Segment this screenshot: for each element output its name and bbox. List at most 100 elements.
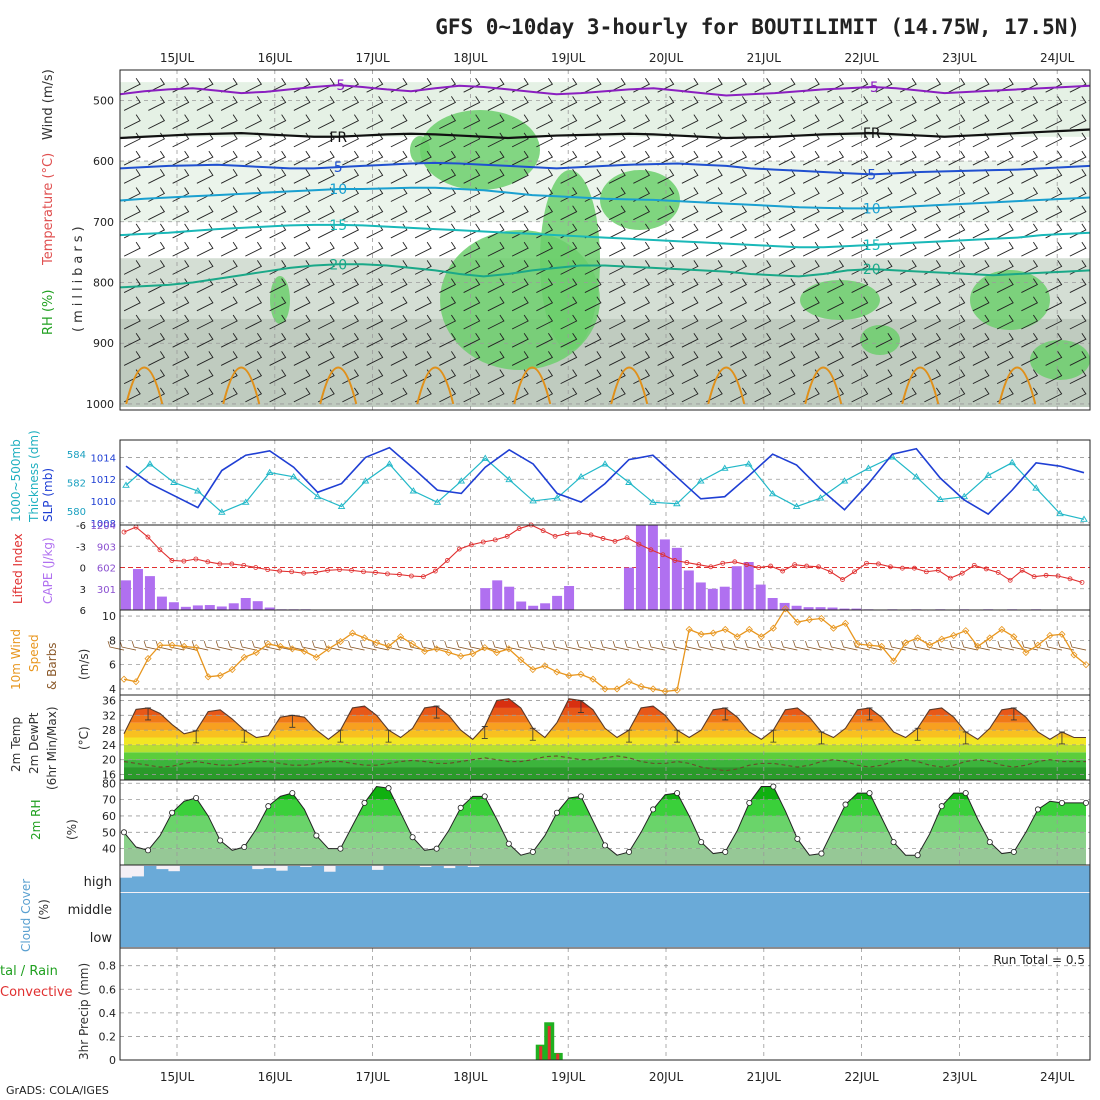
cloud-bar	[179, 866, 193, 892]
cloud-bar	[982, 920, 995, 947]
thickness-marker	[840, 477, 849, 484]
temp-band	[124, 737, 1086, 745]
rh-marker	[938, 803, 945, 810]
cloud-bar	[479, 893, 492, 920]
wind-speed-marker	[1070, 651, 1078, 659]
li-marker	[1067, 576, 1073, 582]
tick-label: 301	[97, 585, 116, 596]
label-rh2m-unit: (%)	[65, 819, 79, 840]
tick-label: 580	[67, 507, 86, 518]
wind-barb	[317, 77, 335, 93]
wind-barb	[148, 351, 166, 366]
rh-moist-blob	[270, 276, 290, 324]
wind-barb	[269, 150, 287, 166]
precip-panel: 0 0.2 0.4 0.6 0.8	[99, 947, 1091, 1067]
wind-barb	[608, 314, 626, 330]
wind-barb	[123, 387, 141, 403]
wind-barb	[802, 187, 820, 202]
wind-barb	[924, 96, 942, 111]
wind-barb	[584, 314, 602, 330]
wind-barb	[924, 387, 942, 403]
wind-barb	[730, 150, 748, 166]
tick-label: 0.8	[99, 960, 117, 973]
tick-label: 4	[109, 683, 116, 696]
wind-barb	[463, 314, 481, 330]
wind-speed-marker	[264, 640, 272, 648]
wind-barb	[875, 114, 893, 130]
cloud-bar	[371, 869, 384, 892]
temp-band	[124, 767, 1086, 780]
wind-barb	[196, 296, 214, 312]
cloud-bar	[263, 920, 277, 947]
warm-contour	[513, 366, 552, 405]
wind-barb	[802, 278, 820, 293]
li-marker	[1055, 573, 1061, 579]
cloud-bar	[587, 866, 600, 892]
temp-band	[124, 759, 1086, 768]
wind-barb	[827, 332, 845, 348]
li-marker	[696, 562, 702, 568]
wind-barb	[633, 314, 651, 330]
wind-speed-marker	[324, 645, 332, 653]
wind-speed-marker	[625, 678, 633, 686]
wind-barb	[414, 314, 432, 330]
wind-barb	[608, 332, 626, 348]
wind-barb	[1021, 640, 1038, 651]
wind-barb	[1045, 296, 1063, 312]
wind-barb	[564, 640, 582, 651]
wind-barb	[172, 314, 190, 330]
wind-barb	[793, 640, 810, 651]
wind-barb	[681, 169, 699, 184]
wind-barb	[937, 640, 954, 651]
wind-barb	[1021, 114, 1039, 130]
wind-speed-marker	[649, 685, 657, 693]
wind-barb	[681, 278, 699, 293]
slp-line	[125, 446, 1085, 516]
cape-bar	[647, 525, 658, 610]
wind-barb	[633, 205, 651, 221]
wind-barb	[851, 387, 869, 403]
cloud-bar	[814, 866, 828, 892]
wind-barb	[293, 296, 311, 312]
wind-barb	[463, 332, 481, 348]
tick-label: 900	[93, 337, 114, 350]
cloud-bar	[766, 866, 780, 892]
label-slp: SLP (mb)	[41, 468, 55, 522]
wind-barb	[948, 278, 966, 293]
wind-barb	[220, 205, 238, 221]
wind-barb	[245, 296, 263, 312]
wind-speed-marker	[637, 682, 645, 691]
cape-bar	[240, 597, 251, 610]
cloud-bar	[155, 869, 169, 892]
cloud-bar	[323, 920, 337, 947]
wind-barb	[1069, 114, 1087, 130]
wind-barb	[657, 296, 675, 312]
bottom-date-label: 19JUL	[551, 1070, 586, 1084]
cloud-bar	[407, 866, 420, 892]
li-marker	[480, 539, 486, 545]
wind-speed-marker	[938, 635, 946, 643]
wind-barb	[196, 96, 214, 111]
label-rh2m: 2m RH	[29, 800, 43, 841]
wind-barb	[317, 114, 335, 130]
cloud-bar	[790, 920, 804, 947]
li-marker	[636, 541, 642, 547]
tick-label: 1010	[91, 497, 116, 508]
cape-bar	[180, 606, 191, 610]
cloud-bar	[527, 893, 540, 920]
rh-marker	[361, 799, 368, 806]
wind-barb	[1045, 96, 1063, 111]
wind-barb	[730, 114, 748, 130]
rh-moist-blob	[410, 136, 430, 164]
wind-barb	[633, 351, 651, 366]
wind-barb	[1021, 332, 1039, 348]
warm-contour	[319, 366, 358, 405]
wind-barb	[1057, 640, 1075, 651]
wind-barb	[390, 114, 408, 130]
wind-speed-marker	[252, 648, 260, 657]
wind-barb	[657, 169, 675, 184]
li-marker	[145, 534, 151, 540]
wind-barb	[899, 114, 917, 130]
li-marker	[959, 570, 965, 576]
wind-barb	[366, 387, 384, 403]
